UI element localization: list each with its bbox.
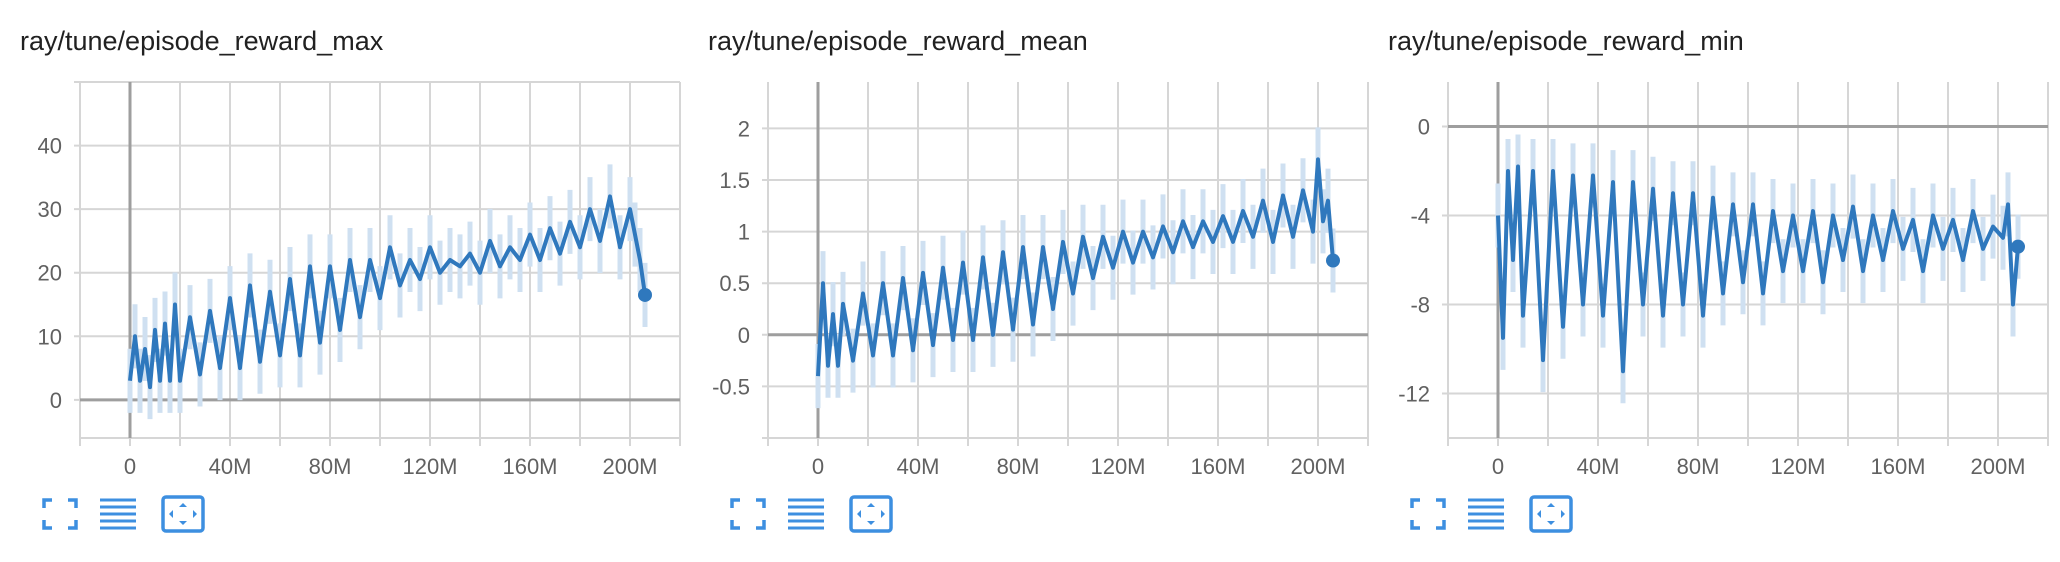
y-tick-label: 10 bbox=[38, 324, 62, 349]
y-tick-label: -4 bbox=[1410, 204, 1430, 229]
x-tick-label: 80M bbox=[309, 454, 352, 479]
y-tick-label: 30 bbox=[38, 197, 62, 222]
smoothed-series-line bbox=[816, 157, 1335, 377]
x-tick-label: 40M bbox=[897, 454, 940, 479]
smoothed-series-line bbox=[1496, 164, 2020, 374]
fit-domain-icon[interactable] bbox=[848, 494, 894, 534]
fit-domain-icon[interactable] bbox=[160, 494, 206, 534]
y-tick-label: 40 bbox=[38, 134, 62, 159]
y-tick-label: 0.5 bbox=[719, 271, 750, 296]
last-point-marker bbox=[1326, 253, 1340, 268]
x-tick-label: 0 bbox=[1492, 454, 1504, 479]
line-chart-max[interactable]: 0 40M 80M 120M 160M 200M 0 10 20 30 40 bbox=[0, 0, 690, 480]
x-tick-label: 200M bbox=[602, 454, 657, 479]
x-tick-label: 160M bbox=[502, 454, 557, 479]
fit-domain-icon[interactable] bbox=[1528, 494, 1574, 534]
y-tick-label: 1 bbox=[738, 220, 750, 245]
raw-series-band bbox=[1495, 134, 2021, 404]
raw-series-band bbox=[815, 127, 1336, 409]
fullscreen-icon[interactable] bbox=[38, 494, 82, 534]
y-tick-label: 0 bbox=[50, 388, 62, 413]
fullscreen-icon[interactable] bbox=[1406, 494, 1450, 534]
y-tick-label: -12 bbox=[1398, 382, 1430, 407]
y-tick-label: 0 bbox=[1418, 115, 1430, 140]
x-tick-label: 40M bbox=[209, 454, 252, 479]
raw-series-band bbox=[127, 164, 648, 420]
x-tick-label: 0 bbox=[124, 454, 136, 479]
line-chart-min[interactable]: 0 40M 80M 120M 160M 200M -12 -8 -4 0 bbox=[1368, 0, 2058, 480]
x-tick-label: 200M bbox=[1290, 454, 1345, 479]
data-table-icon[interactable] bbox=[784, 494, 828, 534]
chart-card-max: ray/tune/episode_reward_max 0 40M 80M 120M 1… bbox=[0, 0, 681, 562]
x-tick-label: 0 bbox=[812, 454, 824, 479]
chart-title: ray/tune/episode_reward_max bbox=[20, 26, 384, 56]
data-table-icon[interactable] bbox=[96, 494, 140, 534]
x-tick-label: 120M bbox=[1770, 454, 1825, 479]
y-tick-label: 20 bbox=[38, 261, 62, 286]
x-tick-label: 200M bbox=[1970, 454, 2025, 479]
y-tick-label: -8 bbox=[1410, 293, 1430, 318]
data-table-icon[interactable] bbox=[1464, 494, 1508, 534]
y-tick-label: -0.5 bbox=[712, 374, 750, 399]
x-tick-label: 40M bbox=[1577, 454, 1620, 479]
x-tick-label: 80M bbox=[997, 454, 1040, 479]
last-point-marker bbox=[638, 287, 652, 302]
smoothed-series-line bbox=[128, 194, 647, 390]
fullscreen-icon[interactable] bbox=[726, 494, 770, 534]
last-point-marker bbox=[2011, 239, 2025, 254]
x-tick-label: 120M bbox=[402, 454, 457, 479]
chart-title: ray/tune/episode_reward_mean bbox=[708, 26, 1088, 56]
chart-card-mean: ray/tune/episode_reward_mean 0 40M 80M 120M… bbox=[688, 0, 1369, 562]
x-tick-label: 120M bbox=[1090, 454, 1145, 479]
x-tick-label: 160M bbox=[1870, 454, 1925, 479]
x-tick-label: 80M bbox=[1677, 454, 1720, 479]
y-tick-label: 2 bbox=[738, 116, 750, 141]
chart-card-min: ray/tune/episode_reward_min 0 40M 80M 120M 1… bbox=[1368, 0, 2049, 562]
x-tick-label: 160M bbox=[1190, 454, 1245, 479]
chart-title: ray/tune/episode_reward_min bbox=[1388, 26, 1744, 56]
y-tick-label: 0 bbox=[738, 323, 750, 348]
line-chart-mean[interactable]: 0 40M 80M 120M 160M 200M -0.5 0 0.5 1 1.5 2 bbox=[688, 0, 1378, 480]
y-tick-label: 1.5 bbox=[719, 168, 750, 193]
